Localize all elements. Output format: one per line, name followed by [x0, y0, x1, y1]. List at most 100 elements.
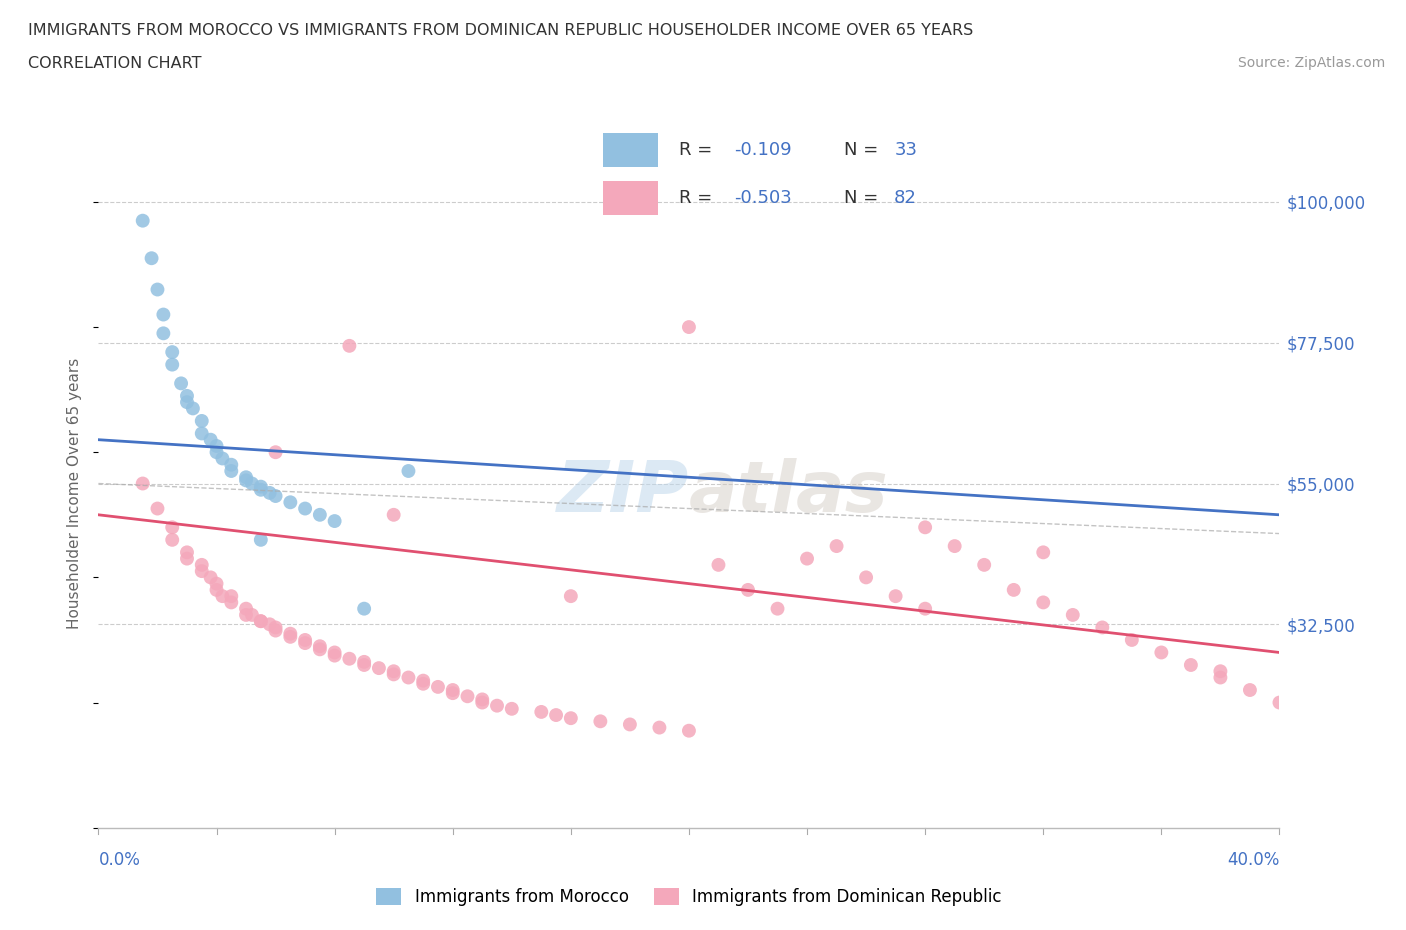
Point	[294, 632, 316, 647]
Text: 0.0%: 0.0%	[98, 851, 141, 869]
Point	[235, 470, 257, 485]
Point	[141, 251, 163, 266]
Point	[250, 532, 273, 547]
FancyBboxPatch shape	[603, 180, 658, 215]
Text: R =: R =	[679, 140, 718, 159]
Y-axis label: Householder Income Over 65 years: Householder Income Over 65 years	[67, 357, 83, 629]
Text: N =: N =	[844, 140, 883, 159]
Point	[943, 538, 966, 553]
Point	[205, 582, 228, 597]
Point	[264, 445, 287, 459]
Point	[152, 307, 174, 322]
Point	[211, 589, 233, 604]
Point	[353, 658, 375, 672]
Point	[825, 538, 848, 553]
Point	[339, 339, 360, 353]
Point	[132, 213, 155, 228]
Point	[250, 614, 273, 629]
Point	[737, 582, 759, 597]
Point	[176, 551, 198, 566]
Point	[396, 463, 419, 478]
Point	[382, 508, 405, 523]
Point	[323, 648, 346, 663]
Point	[309, 642, 332, 657]
Point	[278, 495, 302, 510]
Point	[205, 445, 228, 459]
Text: N =: N =	[844, 189, 883, 206]
Point	[382, 667, 405, 682]
Point	[396, 671, 419, 685]
Point	[191, 564, 214, 578]
Point	[560, 589, 582, 604]
Point	[264, 620, 287, 635]
Point	[353, 655, 375, 670]
Point	[235, 607, 257, 622]
Point	[1209, 671, 1232, 685]
Point	[1180, 658, 1202, 672]
Point	[221, 589, 243, 604]
Point	[250, 614, 273, 629]
Point	[412, 673, 434, 688]
Point	[176, 394, 198, 409]
Point	[323, 513, 346, 528]
Text: 33: 33	[894, 140, 917, 159]
Text: R =: R =	[679, 189, 718, 206]
Point	[678, 724, 700, 738]
Point	[1209, 664, 1232, 679]
Point	[294, 501, 316, 516]
Point	[235, 473, 257, 488]
Point	[250, 479, 273, 494]
Point	[619, 717, 641, 732]
Point	[1032, 545, 1054, 560]
Point	[441, 683, 464, 698]
Point	[884, 589, 907, 604]
Point	[1062, 607, 1084, 622]
Point	[323, 645, 346, 660]
Text: -0.503: -0.503	[734, 189, 792, 206]
Point	[211, 451, 233, 466]
Point	[181, 401, 204, 416]
Point	[1268, 695, 1291, 710]
Point	[1002, 582, 1025, 597]
Point	[1150, 645, 1173, 660]
Point	[412, 676, 434, 691]
Point	[162, 532, 183, 547]
Point	[1121, 632, 1143, 647]
Point	[1239, 683, 1261, 698]
Point	[264, 623, 287, 638]
Point	[278, 630, 302, 644]
Point	[132, 476, 155, 491]
Point	[191, 426, 214, 441]
Point	[309, 639, 332, 654]
Point	[221, 458, 243, 472]
Point	[152, 326, 174, 340]
Point	[240, 607, 263, 622]
Point	[200, 570, 222, 585]
Point	[973, 557, 995, 572]
Point	[176, 389, 198, 404]
Point	[441, 685, 464, 700]
Point	[501, 701, 523, 716]
Point	[678, 320, 700, 335]
Point	[162, 357, 183, 372]
Legend: Immigrants from Morocco, Immigrants from Dominican Republic: Immigrants from Morocco, Immigrants from…	[370, 881, 1008, 912]
Point	[176, 545, 198, 560]
Point	[471, 692, 494, 707]
Point	[456, 689, 478, 704]
Text: CORRELATION CHART: CORRELATION CHART	[28, 56, 201, 71]
Point	[766, 601, 789, 616]
Text: Source: ZipAtlas.com: Source: ZipAtlas.com	[1237, 56, 1385, 70]
Point	[235, 601, 257, 616]
Text: 82: 82	[894, 189, 917, 206]
Point	[368, 660, 391, 675]
Point	[914, 601, 936, 616]
Point	[855, 570, 877, 585]
Point	[294, 635, 316, 650]
Point	[560, 711, 582, 725]
Point	[382, 664, 405, 679]
Point	[589, 714, 612, 729]
Point	[146, 282, 169, 297]
Point	[205, 577, 228, 591]
Point	[309, 508, 332, 523]
Point	[486, 698, 509, 713]
